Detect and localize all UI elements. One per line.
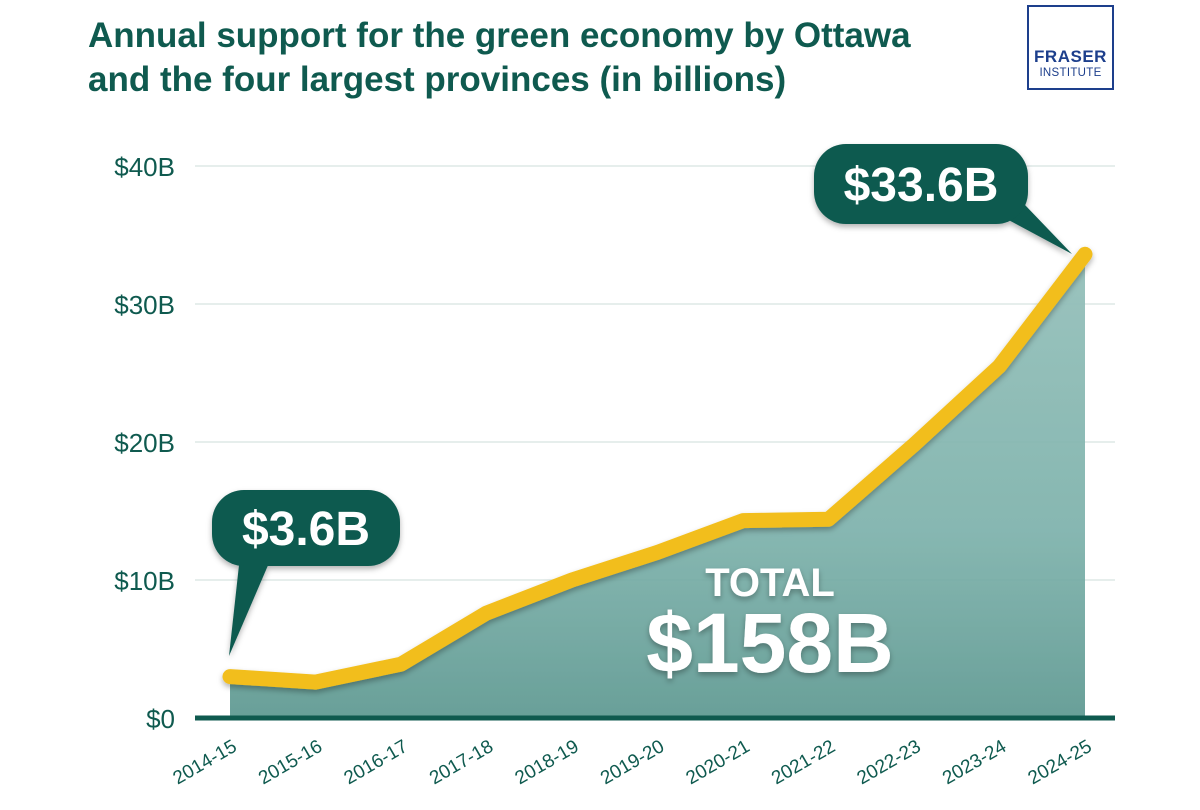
area-fill bbox=[230, 254, 1085, 718]
x-tick-label: 2023-24 bbox=[939, 736, 1010, 789]
area-haze bbox=[230, 254, 1085, 718]
y-tick-label: $30B bbox=[114, 290, 175, 320]
y-axis-ticks: $0 $10B $20B $30B $40B bbox=[114, 152, 175, 734]
callout-last: $33.6B bbox=[814, 144, 1072, 254]
x-tick-label: 2020-21 bbox=[683, 736, 754, 789]
logo-line-1: FRASER bbox=[1034, 47, 1107, 66]
y-tick-label: $0 bbox=[146, 704, 175, 734]
callout-label: $3.6B bbox=[242, 503, 370, 556]
x-tick-label: 2021-22 bbox=[768, 736, 839, 789]
callout-tail bbox=[229, 556, 272, 656]
chart-title-line-2: and the four largest provinces (in billi… bbox=[88, 60, 787, 99]
x-tick-label: 2019-20 bbox=[597, 736, 668, 789]
x-tick-label: 2014-15 bbox=[170, 736, 241, 789]
callout-bubble bbox=[212, 490, 400, 566]
series-line-layer bbox=[222, 246, 1093, 690]
x-tick-label: 2016-17 bbox=[341, 736, 412, 789]
logo-line-2: INSTITUTE bbox=[1039, 67, 1102, 79]
callout-label: $33.6B bbox=[844, 159, 999, 212]
fraser-institute-logo: FRASER INSTITUTE bbox=[1027, 5, 1114, 90]
callout-first: $3.6B bbox=[212, 490, 400, 656]
total-value: $158B bbox=[646, 596, 894, 690]
callout-bubble bbox=[814, 144, 1028, 224]
y-tick-label: $20B bbox=[114, 428, 175, 458]
x-tick-label: 2018-19 bbox=[512, 736, 583, 789]
chart-title: Annual support for the green economy by … bbox=[88, 14, 988, 102]
x-tick-label: 2015-16 bbox=[255, 736, 326, 789]
x-tick-label: 2017-18 bbox=[426, 736, 497, 789]
area-layer bbox=[230, 254, 1085, 718]
x-axis-ticks: 2014-15 2015-16 2016-17 2017-18 2018-19 2019-… bbox=[170, 736, 1096, 789]
total-label: TOTAL bbox=[705, 561, 835, 605]
chart-title-line-1: Annual support for the green economy by … bbox=[88, 16, 911, 55]
y-tick-label: $40B bbox=[114, 152, 175, 182]
x-tick-label: 2024-25 bbox=[1025, 736, 1096, 789]
total-annotation: TOTAL $158B bbox=[646, 561, 894, 690]
x-tick-label: 2022-23 bbox=[854, 736, 925, 789]
y-tick-label: $10B bbox=[114, 566, 175, 596]
